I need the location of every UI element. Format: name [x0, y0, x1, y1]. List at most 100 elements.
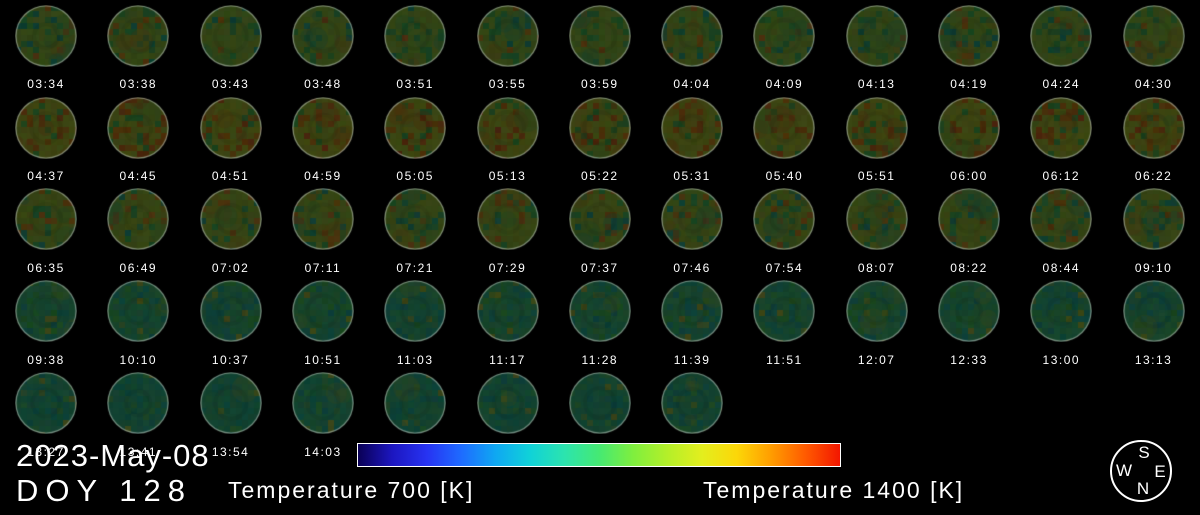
disk-image — [291, 5, 354, 67]
disk-image — [107, 372, 170, 434]
disk-timestamp: 13:54 — [211, 445, 250, 459]
disk-image — [661, 372, 724, 434]
disk-image — [15, 5, 77, 67]
disk-timestamp: 04:24 — [1042, 77, 1081, 91]
disk-timestamp: 13:00 — [1042, 353, 1081, 367]
disk-image — [107, 97, 170, 159]
disk-timestamp: 03:59 — [581, 77, 619, 91]
disk-timestamp: 03:34 — [27, 77, 65, 91]
date-label: 2023-May-08 — [16, 438, 210, 473]
disk-image — [568, 372, 631, 434]
compass-west-label: W — [1115, 461, 1133, 480]
disk-timestamp: 11:17 — [489, 353, 526, 367]
disk-image — [199, 372, 262, 434]
disk-image — [199, 97, 262, 159]
disk-timestamp: 06:00 — [950, 169, 988, 183]
disk-timestamp: 05:31 — [673, 169, 711, 183]
disk-image — [568, 5, 631, 67]
disk-timestamp: 11:51 — [766, 353, 803, 367]
disk-timestamp: 07:21 — [396, 261, 434, 275]
disk-image — [661, 188, 724, 250]
disk-timestamp: 07:11 — [304, 261, 342, 275]
disk-timestamp: 11:03 — [396, 353, 434, 367]
disk-timestamp: 10:10 — [119, 353, 158, 367]
disk-timestamp: 04:45 — [119, 169, 158, 183]
disk-timestamp: 08:07 — [857, 261, 896, 275]
colorbar — [357, 443, 841, 467]
disk-image — [384, 372, 447, 434]
disk-timestamp: 13:41 — [119, 445, 158, 459]
disk-timestamp: 12:33 — [950, 353, 988, 367]
disk-image — [753, 5, 816, 67]
disk-image — [568, 188, 631, 250]
disk-image — [938, 188, 1000, 250]
disk-timestamp: 12:07 — [857, 353, 896, 367]
disk-timestamp: 06:35 — [27, 261, 65, 275]
disk-timestamp: 08:22 — [950, 261, 988, 275]
disk-image — [15, 188, 77, 250]
disk-image — [107, 188, 170, 250]
disk-image — [1030, 97, 1093, 159]
disk-image — [476, 372, 539, 434]
disk-timestamp: 06:22 — [1134, 169, 1173, 183]
disk-timestamp: 04:04 — [673, 77, 711, 91]
compass-south-label: S — [1138, 443, 1150, 462]
disk-timestamp: 05:13 — [488, 169, 527, 183]
disk-image — [384, 5, 447, 67]
disk-timestamp: 13:13 — [1134, 353, 1173, 367]
disk-timestamp: 05:05 — [396, 169, 434, 183]
disk-image — [845, 97, 908, 159]
disk-image — [291, 188, 354, 250]
disk-timestamp: 09:10 — [1134, 261, 1173, 275]
disk-image — [938, 97, 1000, 159]
disk-image — [753, 188, 816, 250]
disk-timestamp: 04:30 — [1134, 77, 1173, 91]
compass-rose: S E N W — [1110, 440, 1172, 502]
disk-image — [753, 97, 816, 159]
disk-timestamp: 07:46 — [673, 261, 711, 275]
disk-image — [1030, 280, 1093, 342]
disk-timestamp: 04:13 — [857, 77, 896, 91]
compass-east-label: E — [1154, 462, 1166, 481]
disk-image — [661, 5, 724, 67]
disk-image — [938, 280, 1000, 342]
disk-timestamp: 03:48 — [304, 77, 342, 91]
disk-image — [845, 5, 908, 67]
disk-image — [1030, 188, 1093, 250]
disk-timestamp: 11:39 — [673, 353, 711, 367]
disk-image — [845, 188, 908, 250]
disk-timestamp: 05:22 — [581, 169, 619, 183]
disk-image — [476, 280, 539, 342]
disk-timestamp: 04:19 — [950, 77, 988, 91]
disk-image — [1122, 97, 1185, 159]
disk-image — [107, 5, 170, 67]
disk-timestamp: 06:49 — [119, 261, 158, 275]
disk-image — [291, 97, 354, 159]
disk-image — [568, 280, 631, 342]
disk-timestamp: 14:03 — [304, 445, 342, 459]
disk-timestamp: 11:28 — [581, 353, 619, 367]
disk-timestamp: 04:51 — [211, 169, 250, 183]
disk-image — [291, 372, 354, 434]
colorbar-min-label: Temperature 700 [K] — [228, 477, 475, 503]
disk-timestamp: 03:51 — [396, 77, 434, 91]
disk-image — [476, 188, 539, 250]
disk-timestamp: 03:38 — [119, 77, 158, 91]
disk-image — [476, 97, 539, 159]
disk-timestamp: 09:38 — [27, 353, 65, 367]
disk-timestamp: 07:29 — [488, 261, 527, 275]
disk-timestamp: 04:59 — [304, 169, 342, 183]
disk-image — [1122, 5, 1185, 67]
disk-timestamp: 04:09 — [765, 77, 804, 91]
disk-image — [568, 97, 631, 159]
disk-timestamp: 13:27 — [27, 445, 65, 459]
disk-timestamp: 10:37 — [211, 353, 250, 367]
disk-image — [661, 97, 724, 159]
disk-image — [938, 5, 1000, 67]
disk-timestamp: 03:55 — [488, 77, 527, 91]
disk-image — [753, 280, 816, 342]
disk-timestamp: 06:12 — [1042, 169, 1081, 183]
disk-timestamp: 04:37 — [27, 169, 65, 183]
disk-image — [384, 188, 447, 250]
